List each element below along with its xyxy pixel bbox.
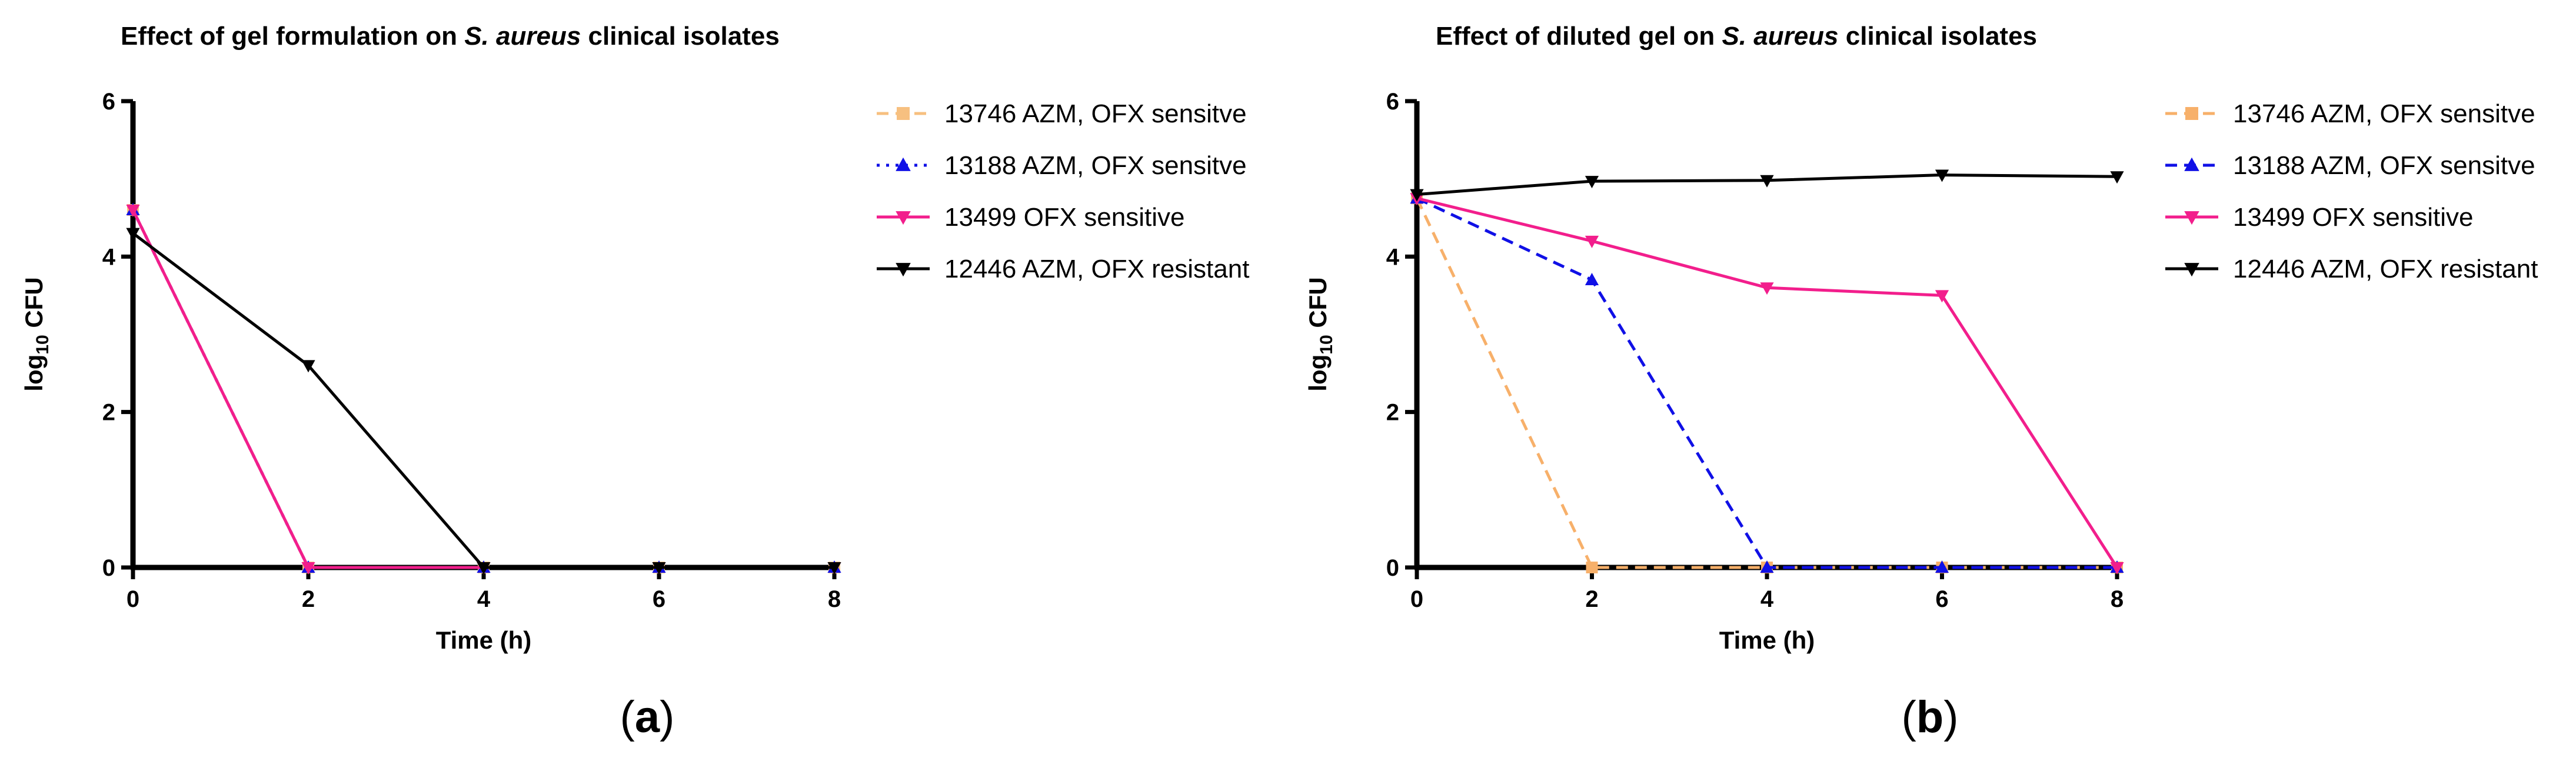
series-4 (1410, 169, 2124, 202)
data-point (477, 562, 491, 575)
series-3 (1410, 193, 2124, 575)
data-point (652, 562, 666, 575)
x-axis-label: Time (h) (1719, 626, 1815, 654)
y-tick-label: 2 (1386, 400, 1399, 426)
series-1 (1411, 192, 2123, 573)
legend-label: 13499 OFX sensitive (944, 203, 1184, 232)
legend-marker (896, 157, 911, 171)
legend-marker (897, 107, 910, 120)
x-tick-label: 2 (302, 586, 315, 612)
legend-label: 13499 OFX sensitive (2233, 203, 2473, 232)
legend-entry: 13499 OFX sensitive (2165, 203, 2473, 232)
chart-title: Effect of gel formulation on S. aureus c… (121, 22, 780, 51)
x-tick-label: 6 (653, 586, 665, 612)
series-line (1416, 196, 2119, 569)
legend-label: 13746 AZM, OFX sensitve (944, 99, 1247, 128)
legend-marker (2184, 157, 2199, 171)
legend-marker (2184, 211, 2199, 225)
legend-label: 12446 AZM, OFX resistant (944, 255, 1249, 283)
chart-a: Effect of gel formulation on S. aureus c… (20, 22, 1249, 742)
x-axis-label: Time (h) (436, 626, 532, 654)
y-tick-label: 2 (102, 400, 115, 426)
legend-label: 13746 AZM, OFX sensitve (2233, 99, 2535, 128)
legend-label: 13188 AZM, OFX sensitve (944, 151, 1247, 180)
legend-marker (896, 211, 911, 225)
data-point (1760, 560, 1774, 573)
series-2 (126, 203, 841, 573)
data-point (301, 360, 315, 373)
data-point (1586, 562, 1598, 573)
y-tick-label: 6 (102, 89, 115, 115)
series-line (131, 209, 834, 569)
series-line (132, 232, 834, 569)
y-axis-label: log10 CFU (1304, 277, 1336, 391)
x-tick-label: 8 (828, 586, 841, 612)
panel-caption: (a) (620, 692, 675, 742)
legend-entry: 12446 AZM, OFX resistant (2165, 255, 2538, 283)
data-point (1935, 290, 1949, 303)
series-line (131, 209, 834, 569)
x-tick-label: 4 (1760, 586, 1774, 612)
panel-caption: (b) (1901, 692, 1958, 742)
legend-label: 12446 AZM, OFX resistant (2233, 255, 2538, 283)
data-point (126, 205, 140, 218)
data-point (1585, 176, 1599, 189)
chart-title: Effect of diluted gel on S. aureus clini… (1436, 22, 2037, 51)
legend-entry: 13188 AZM, OFX sensitve (877, 151, 1247, 180)
data-point (301, 562, 315, 575)
data-point (1410, 189, 1424, 202)
series-4 (126, 228, 841, 575)
data-point (2110, 171, 2124, 184)
legend-entry: 12446 AZM, OFX resistant (877, 255, 1249, 283)
data-point (827, 562, 841, 575)
x-tick-label: 8 (2111, 586, 2124, 612)
y-tick-label: 4 (102, 244, 116, 270)
legend-entry: 13746 AZM, OFX sensitve (2165, 99, 2535, 128)
x-tick-label: 0 (127, 586, 139, 612)
y-tick-label: 4 (1386, 244, 1400, 270)
x-tick-label: 2 (1585, 586, 1598, 612)
data-point (1585, 235, 1599, 248)
legend-entry: 13499 OFX sensitive (877, 203, 1184, 232)
legend-marker (896, 263, 911, 277)
data-point (1585, 272, 1599, 285)
data-point (1935, 169, 1949, 182)
legend-marker (2185, 107, 2198, 120)
data-point (1935, 560, 1949, 573)
x-tick-label: 0 (1410, 586, 1423, 612)
x-tick-label: 6 (1935, 586, 1948, 612)
legend-entry: 13746 AZM, OFX sensitve (877, 99, 1247, 128)
x-tick-label: 4 (477, 586, 491, 612)
series-line (1416, 196, 2117, 569)
legend-marker (2184, 263, 2199, 277)
y-tick-label: 0 (1386, 555, 1399, 581)
series-1 (127, 204, 840, 573)
data-point (1760, 175, 1774, 188)
chart-b: Effect of diluted gel on S. aureus clini… (1304, 22, 2538, 742)
y-tick-label: 0 (102, 555, 115, 581)
series-2 (1410, 191, 2124, 573)
series-line (131, 209, 834, 569)
y-tick-label: 6 (1386, 89, 1399, 115)
legend-entry: 13188 AZM, OFX sensitve (2165, 151, 2535, 180)
y-axis-label: log10 CFU (20, 277, 52, 391)
data-point (1760, 282, 1774, 295)
series-3 (126, 205, 841, 575)
data-point (126, 228, 140, 241)
legend-label: 13188 AZM, OFX sensitve (2233, 151, 2535, 180)
series-line (1415, 198, 2117, 569)
data-point (2110, 562, 2124, 575)
